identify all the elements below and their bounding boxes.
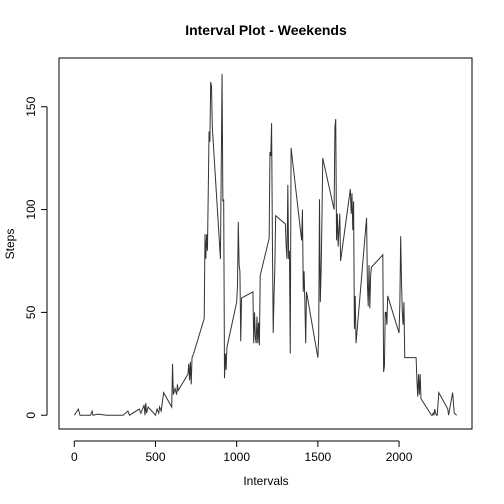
- y-tick-label: 50: [24, 305, 38, 319]
- y-tick-label: 150: [24, 96, 38, 116]
- x-tick-label: 0: [71, 450, 78, 464]
- data-line: [73, 73, 458, 417]
- y-tick-label: 0: [24, 412, 38, 419]
- x-tick-label: 500: [145, 450, 165, 464]
- y-axis-label: Steps: [3, 229, 17, 260]
- y-tick-label: 100: [24, 199, 38, 219]
- x-tick-label: 2000: [386, 450, 413, 464]
- x-tick-label: 1500: [305, 450, 332, 464]
- x-tick-label: 1000: [223, 450, 250, 464]
- x-axis-label: Intervals: [243, 474, 288, 488]
- chart-title: Interval Plot - Weekends: [185, 22, 347, 38]
- plot-box: [58, 57, 473, 430]
